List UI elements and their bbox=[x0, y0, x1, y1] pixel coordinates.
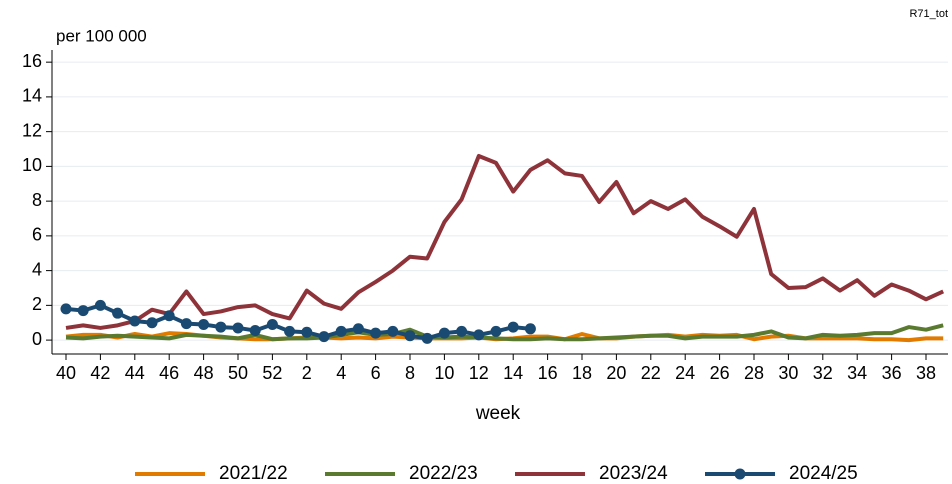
series-marker bbox=[404, 330, 416, 342]
x-tick-label: 44 bbox=[125, 363, 145, 383]
series-marker bbox=[335, 325, 347, 337]
legend-label: 2024/25 bbox=[789, 463, 858, 484]
series-marker bbox=[94, 299, 106, 311]
legend-marker bbox=[734, 468, 746, 480]
series-marker bbox=[421, 332, 433, 344]
x-tick-label: 24 bbox=[675, 363, 695, 383]
x-tick-label: 18 bbox=[572, 363, 592, 383]
x-tick-label: 48 bbox=[194, 363, 214, 383]
x-tick-label: 34 bbox=[847, 363, 867, 383]
y-tick-label: 14 bbox=[22, 86, 42, 106]
y-tick-label: 8 bbox=[32, 190, 42, 210]
series-marker bbox=[507, 321, 519, 333]
y-tick-label: 10 bbox=[22, 155, 42, 175]
x-tick-label: 46 bbox=[159, 363, 179, 383]
legend-label: 2022/23 bbox=[409, 463, 478, 484]
series-marker bbox=[438, 327, 450, 339]
series-marker bbox=[387, 325, 399, 337]
y-tick-label: 0 bbox=[32, 329, 42, 349]
series-marker bbox=[266, 318, 278, 330]
legend-label: 2023/24 bbox=[599, 463, 668, 484]
x-tick-label: 30 bbox=[778, 363, 798, 383]
x-tick-label: 26 bbox=[710, 363, 730, 383]
series-marker bbox=[284, 325, 296, 337]
series-marker bbox=[146, 317, 158, 329]
x-tick-label: 14 bbox=[503, 363, 523, 383]
series-marker bbox=[318, 331, 330, 343]
x-tick-label: 8 bbox=[405, 363, 415, 383]
series-line bbox=[65, 303, 531, 341]
series-marker bbox=[232, 322, 244, 334]
x-tick-label: 12 bbox=[469, 363, 489, 383]
x-tick-label: 6 bbox=[371, 363, 381, 383]
series-marker bbox=[163, 310, 175, 322]
y-axis-label: per 100 000 bbox=[56, 26, 147, 45]
y-tick-label: 16 bbox=[22, 51, 42, 71]
y-tick-label: 12 bbox=[22, 120, 42, 140]
series-marker bbox=[129, 315, 141, 327]
x-tick-label: 38 bbox=[916, 363, 936, 383]
x-tick-label: 10 bbox=[434, 363, 454, 383]
annotation: R71_tot bbox=[909, 8, 948, 20]
x-tick-label: 50 bbox=[228, 363, 248, 383]
legend-label: 2021/22 bbox=[219, 463, 288, 484]
series-marker bbox=[524, 323, 536, 335]
series-marker bbox=[301, 326, 313, 338]
series-marker bbox=[215, 321, 227, 333]
series-marker bbox=[198, 318, 210, 330]
series-marker bbox=[60, 303, 72, 315]
series-marker bbox=[180, 318, 192, 330]
series-marker bbox=[473, 329, 485, 341]
x-tick-label: 36 bbox=[882, 363, 902, 383]
series-marker bbox=[77, 305, 89, 317]
y-tick-label: 2 bbox=[32, 294, 42, 314]
series-marker bbox=[456, 325, 468, 337]
x-tick-label: 20 bbox=[606, 363, 626, 383]
series-marker bbox=[370, 327, 382, 339]
series-marker bbox=[352, 323, 364, 335]
x-tick-label: 40 bbox=[56, 363, 76, 383]
series-marker bbox=[490, 325, 502, 337]
series-line bbox=[65, 323, 944, 342]
y-tick-label: 4 bbox=[32, 259, 42, 279]
x-tick-label: 52 bbox=[262, 363, 282, 383]
x-tick-label: 16 bbox=[538, 363, 558, 383]
x-tick-label: 42 bbox=[90, 363, 110, 383]
x-tick-label: 28 bbox=[744, 363, 764, 383]
x-tick-label: 32 bbox=[813, 363, 833, 383]
x-tick-label: 22 bbox=[641, 363, 661, 383]
series-marker bbox=[112, 307, 124, 319]
series-line bbox=[65, 153, 945, 330]
x-axis-label: week bbox=[475, 403, 521, 424]
x-tick-label: 4 bbox=[336, 363, 346, 383]
x-tick-label: 2 bbox=[302, 363, 312, 383]
series-marker bbox=[249, 325, 261, 337]
y-tick-label: 6 bbox=[32, 225, 42, 245]
